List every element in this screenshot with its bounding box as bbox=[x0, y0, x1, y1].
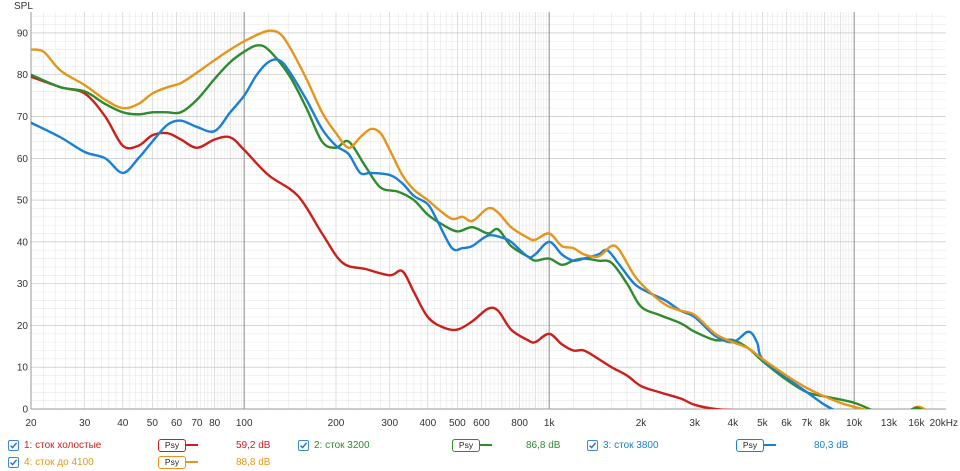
x-tick-label: 60 bbox=[171, 418, 183, 429]
y-tick-label: 20 bbox=[17, 321, 29, 332]
y-tick-label: 10 bbox=[17, 363, 29, 374]
plot-area bbox=[31, 12, 946, 409]
legend-label-4: 4: сток до 4100 bbox=[24, 456, 94, 468]
x-tick-label: 20 bbox=[25, 418, 37, 429]
legend-item-4[interactable]: 4: сток до 4100 bbox=[8, 454, 94, 470]
y-tick-label: 40 bbox=[17, 237, 29, 248]
x-tick-label: 400 bbox=[419, 418, 436, 429]
spl-chart: 0 10 20 30 40 50 60 70 80 90 20 30 40 50 60 70 80 100 200 3… bbox=[14, 1, 958, 429]
series-line-2 bbox=[31, 44, 873, 409]
checkmark-icon bbox=[300, 441, 308, 449]
series-layer bbox=[31, 29, 927, 409]
checkmark-icon bbox=[589, 441, 597, 449]
legend-checkbox-1[interactable] bbox=[8, 439, 19, 451]
legend-checkbox-4[interactable] bbox=[8, 456, 19, 468]
x-tick-label: 100 bbox=[236, 418, 253, 429]
x-tick-label: 3k bbox=[689, 418, 701, 429]
major-gridlines bbox=[243, 12, 855, 409]
y-tick-label: 0 bbox=[22, 405, 28, 416]
y-tick-label: 50 bbox=[17, 196, 29, 207]
psy-button-4[interactable]: Psy bbox=[158, 454, 198, 470]
x-tick-label: 70 bbox=[191, 418, 203, 429]
x-tick-label: 7k bbox=[802, 418, 814, 429]
x-tick-label: 8k bbox=[819, 418, 831, 429]
legend-label-1: 1: сток холостые bbox=[24, 439, 102, 451]
legend-item-2[interactable]: 2: сток 3200 bbox=[298, 437, 370, 453]
x-tick-label: 200 bbox=[328, 418, 345, 429]
series-line-3 bbox=[31, 58, 835, 409]
x-tick-label: 40 bbox=[117, 418, 129, 429]
x-tick-label: 16k bbox=[908, 418, 925, 429]
psy-button-2[interactable]: Psy bbox=[452, 437, 492, 453]
series-swatch-3 bbox=[764, 444, 776, 446]
x-tick-label: 10k bbox=[846, 418, 863, 429]
legend-value-3: 80,3 dB bbox=[814, 439, 849, 451]
y-tick-label: 80 bbox=[17, 70, 29, 81]
y-axis-label: SPL bbox=[14, 1, 33, 12]
series-swatch-2 bbox=[480, 444, 492, 446]
legend-label-2: 2: сток 3200 bbox=[314, 439, 370, 451]
x-tick-label: 80 bbox=[209, 418, 221, 429]
series-tail-2 bbox=[909, 406, 923, 409]
psy-button-3[interactable]: Psy bbox=[736, 437, 776, 453]
legend-value-4: 88,8 dB bbox=[236, 456, 271, 468]
x-tick-label: 4k bbox=[728, 418, 740, 429]
series-swatch-4 bbox=[186, 461, 198, 463]
legend-value-1: 59,2 dB bbox=[236, 439, 271, 451]
series-swatch-1 bbox=[186, 444, 198, 446]
legend-item-1[interactable]: 1: сток холостые bbox=[8, 437, 101, 453]
psy-label-1: Psy bbox=[158, 438, 186, 452]
x-tick-label: 2k bbox=[636, 418, 648, 429]
legend-label-3: 3: сток 3800 bbox=[603, 439, 659, 451]
minor-gridlines bbox=[31, 12, 946, 410]
x-tick-label: 6k bbox=[781, 418, 793, 429]
axes: 0 10 20 30 40 50 60 70 80 90 20 30 40 50 60 70 80 100 200 3… bbox=[17, 12, 958, 429]
x-tick-label: 5k bbox=[757, 418, 769, 429]
x-tick-label: 600 bbox=[473, 418, 490, 429]
x-tick-label: 20kHz bbox=[930, 418, 958, 429]
series-line-1 bbox=[31, 75, 733, 409]
x-tick-label: 13k bbox=[881, 418, 898, 429]
checkmark-icon bbox=[10, 441, 18, 449]
checkmark-icon bbox=[10, 458, 18, 466]
x-tick-label: 30 bbox=[79, 418, 91, 429]
psy-label-2: Psy bbox=[452, 438, 480, 452]
legend-checkbox-3[interactable] bbox=[587, 439, 598, 451]
y-tick-label: 90 bbox=[17, 28, 29, 39]
series-line-4 bbox=[31, 29, 927, 409]
psy-label-4: Psy bbox=[158, 455, 186, 469]
y-tick-label: 60 bbox=[17, 154, 29, 165]
psy-button-1[interactable]: Psy bbox=[158, 437, 198, 453]
legend-value-2: 86,8 dB bbox=[526, 439, 561, 451]
legend-item-3[interactable]: 3: сток 3800 bbox=[587, 437, 659, 453]
x-tick-label: 500 bbox=[449, 418, 466, 429]
legend-checkbox-2[interactable] bbox=[298, 439, 309, 451]
x-tick-label: 800 bbox=[511, 418, 528, 429]
x-tick-label: 50 bbox=[147, 418, 159, 429]
x-tick-label: 300 bbox=[381, 418, 398, 429]
psy-label-3: Psy bbox=[736, 438, 764, 452]
x-tick-label: 1k bbox=[544, 418, 556, 429]
y-tick-label: 30 bbox=[17, 279, 29, 290]
y-tick-label: 70 bbox=[17, 112, 29, 123]
